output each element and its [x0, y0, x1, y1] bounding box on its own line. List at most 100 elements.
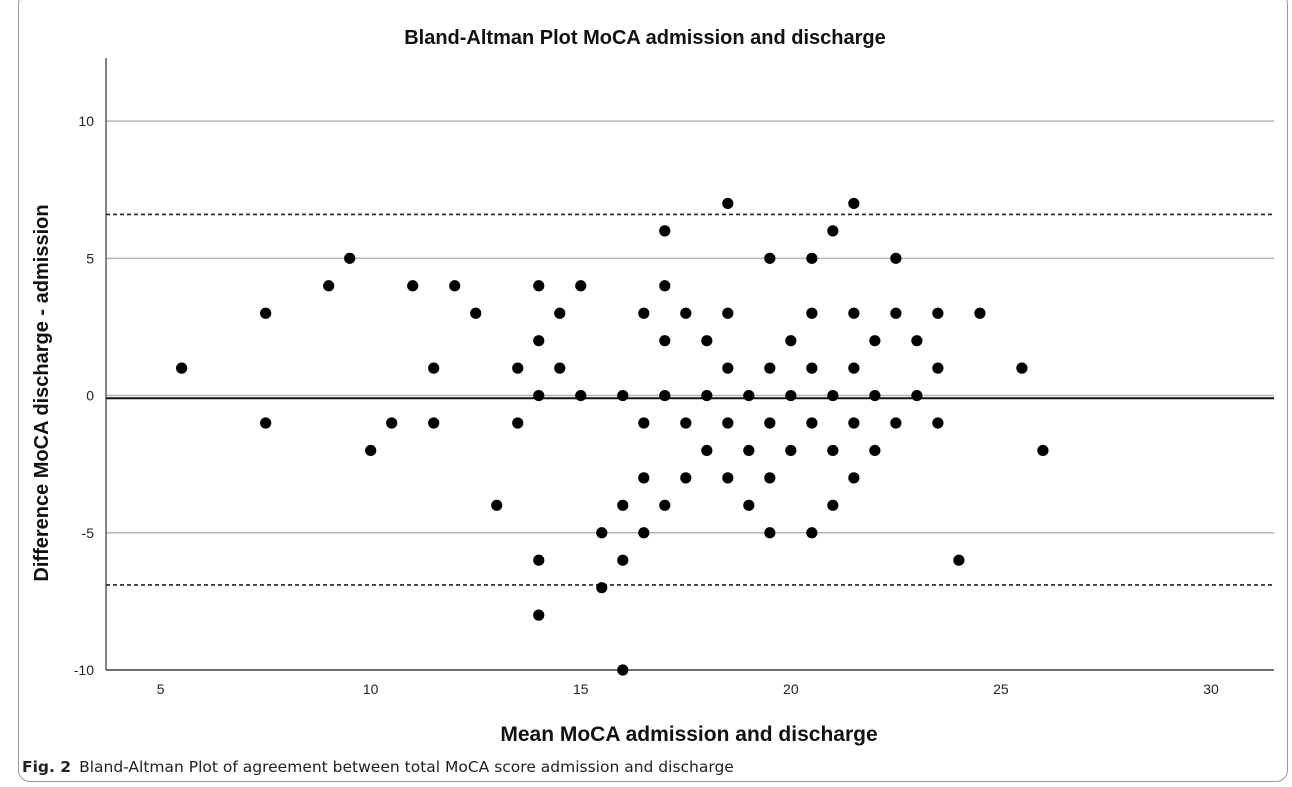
figure-caption-label: Fig. 2	[22, 758, 72, 776]
data-point	[638, 527, 650, 539]
data-point	[932, 417, 944, 429]
reference-lines	[106, 213, 1274, 586]
data-point	[386, 417, 398, 429]
data-point	[890, 252, 902, 264]
data-point	[176, 362, 188, 374]
data-point	[764, 472, 776, 484]
data-point	[344, 252, 356, 264]
gridlines	[106, 120, 1274, 671]
data-point	[722, 362, 734, 374]
y-axis-label: Difference MoCA discharge - admission	[31, 204, 53, 581]
data-point	[575, 389, 587, 402]
data-point	[848, 472, 860, 484]
x-tick-label: 30	[1203, 681, 1219, 697]
data-point	[974, 307, 986, 319]
data-point	[722, 307, 734, 319]
x-axis-label: Mean MoCA admission and discharge	[500, 723, 877, 746]
data-point	[596, 582, 608, 594]
data-point	[575, 280, 587, 292]
data-point	[680, 307, 692, 319]
data-point	[743, 444, 755, 457]
data-point	[869, 335, 881, 347]
bland-altman-chart: Bland-Altman Plot MoCA admission and dis…	[31, 27, 1274, 746]
figure-caption: Fig. 2 Bland-Altman Plot of agreement bet…	[22, 758, 734, 776]
data-point	[806, 527, 818, 539]
data-point	[365, 444, 377, 457]
data-point	[869, 389, 881, 402]
data-point	[638, 307, 650, 319]
figure-caption-text: Bland-Altman Plot of agreement between t…	[79, 758, 734, 776]
data-point	[554, 362, 566, 374]
data-point	[617, 664, 629, 676]
y-tick-label: -10	[74, 662, 94, 678]
data-point	[806, 417, 818, 429]
data-point	[680, 417, 692, 429]
data-point	[953, 554, 965, 566]
data-point	[911, 389, 923, 402]
x-tick-label: 20	[783, 681, 799, 697]
tick-labels: -10 -5 0 5 10 5 10 15 20 25 30	[74, 113, 1219, 697]
data-point	[890, 307, 902, 319]
data-point	[533, 554, 545, 566]
data-point	[785, 389, 797, 402]
data-point	[617, 499, 629, 511]
chart-title: Bland-Altman Plot MoCA admission and dis…	[404, 27, 886, 49]
data-point	[512, 417, 524, 429]
data-point	[890, 417, 902, 429]
data-point	[470, 307, 482, 319]
y-tick-label: -5	[82, 525, 95, 541]
figure-frame	[18, 0, 1288, 782]
data-point	[764, 417, 776, 429]
data-point	[785, 444, 797, 457]
data-point	[260, 307, 272, 319]
data-point	[533, 280, 545, 292]
y-tick-label: 5	[86, 250, 94, 266]
data-point	[848, 307, 860, 319]
data-point	[764, 527, 776, 539]
data-point	[932, 362, 944, 374]
data-point	[617, 554, 629, 566]
data-point	[1016, 362, 1028, 374]
data-point	[596, 527, 608, 539]
data-point	[764, 362, 776, 374]
data-point	[533, 609, 545, 621]
data-point	[701, 444, 713, 457]
y-tick-label: 0	[86, 388, 94, 404]
data-point	[743, 499, 755, 511]
data-point	[617, 389, 629, 402]
data-point	[827, 389, 839, 402]
data-point	[449, 280, 461, 292]
data-point	[722, 472, 734, 484]
data-point	[932, 307, 944, 319]
data-point	[1037, 444, 1049, 457]
data-point	[785, 335, 797, 347]
x-tick-label: 25	[993, 681, 1009, 697]
data-point	[827, 444, 839, 457]
data-point	[848, 417, 860, 429]
axes	[105, 58, 1274, 671]
data-point	[869, 444, 881, 457]
data-point	[659, 225, 671, 237]
data-point	[638, 417, 650, 429]
data-point	[848, 362, 860, 374]
data-point	[722, 417, 734, 429]
data-point	[659, 389, 671, 402]
data-point	[764, 252, 776, 264]
data-point	[428, 362, 440, 374]
data-points	[176, 197, 1049, 676]
data-point	[848, 197, 860, 210]
data-point	[260, 417, 272, 429]
data-point	[533, 389, 545, 402]
data-point	[701, 389, 713, 402]
x-tick-label: 10	[363, 681, 379, 697]
data-point	[659, 335, 671, 347]
data-point	[659, 280, 671, 292]
data-point	[554, 307, 566, 319]
data-point	[323, 280, 335, 292]
data-point	[827, 499, 839, 511]
data-point	[806, 362, 818, 374]
data-point	[638, 472, 650, 484]
data-point	[680, 472, 692, 484]
data-point	[407, 280, 419, 292]
data-point	[491, 499, 503, 511]
